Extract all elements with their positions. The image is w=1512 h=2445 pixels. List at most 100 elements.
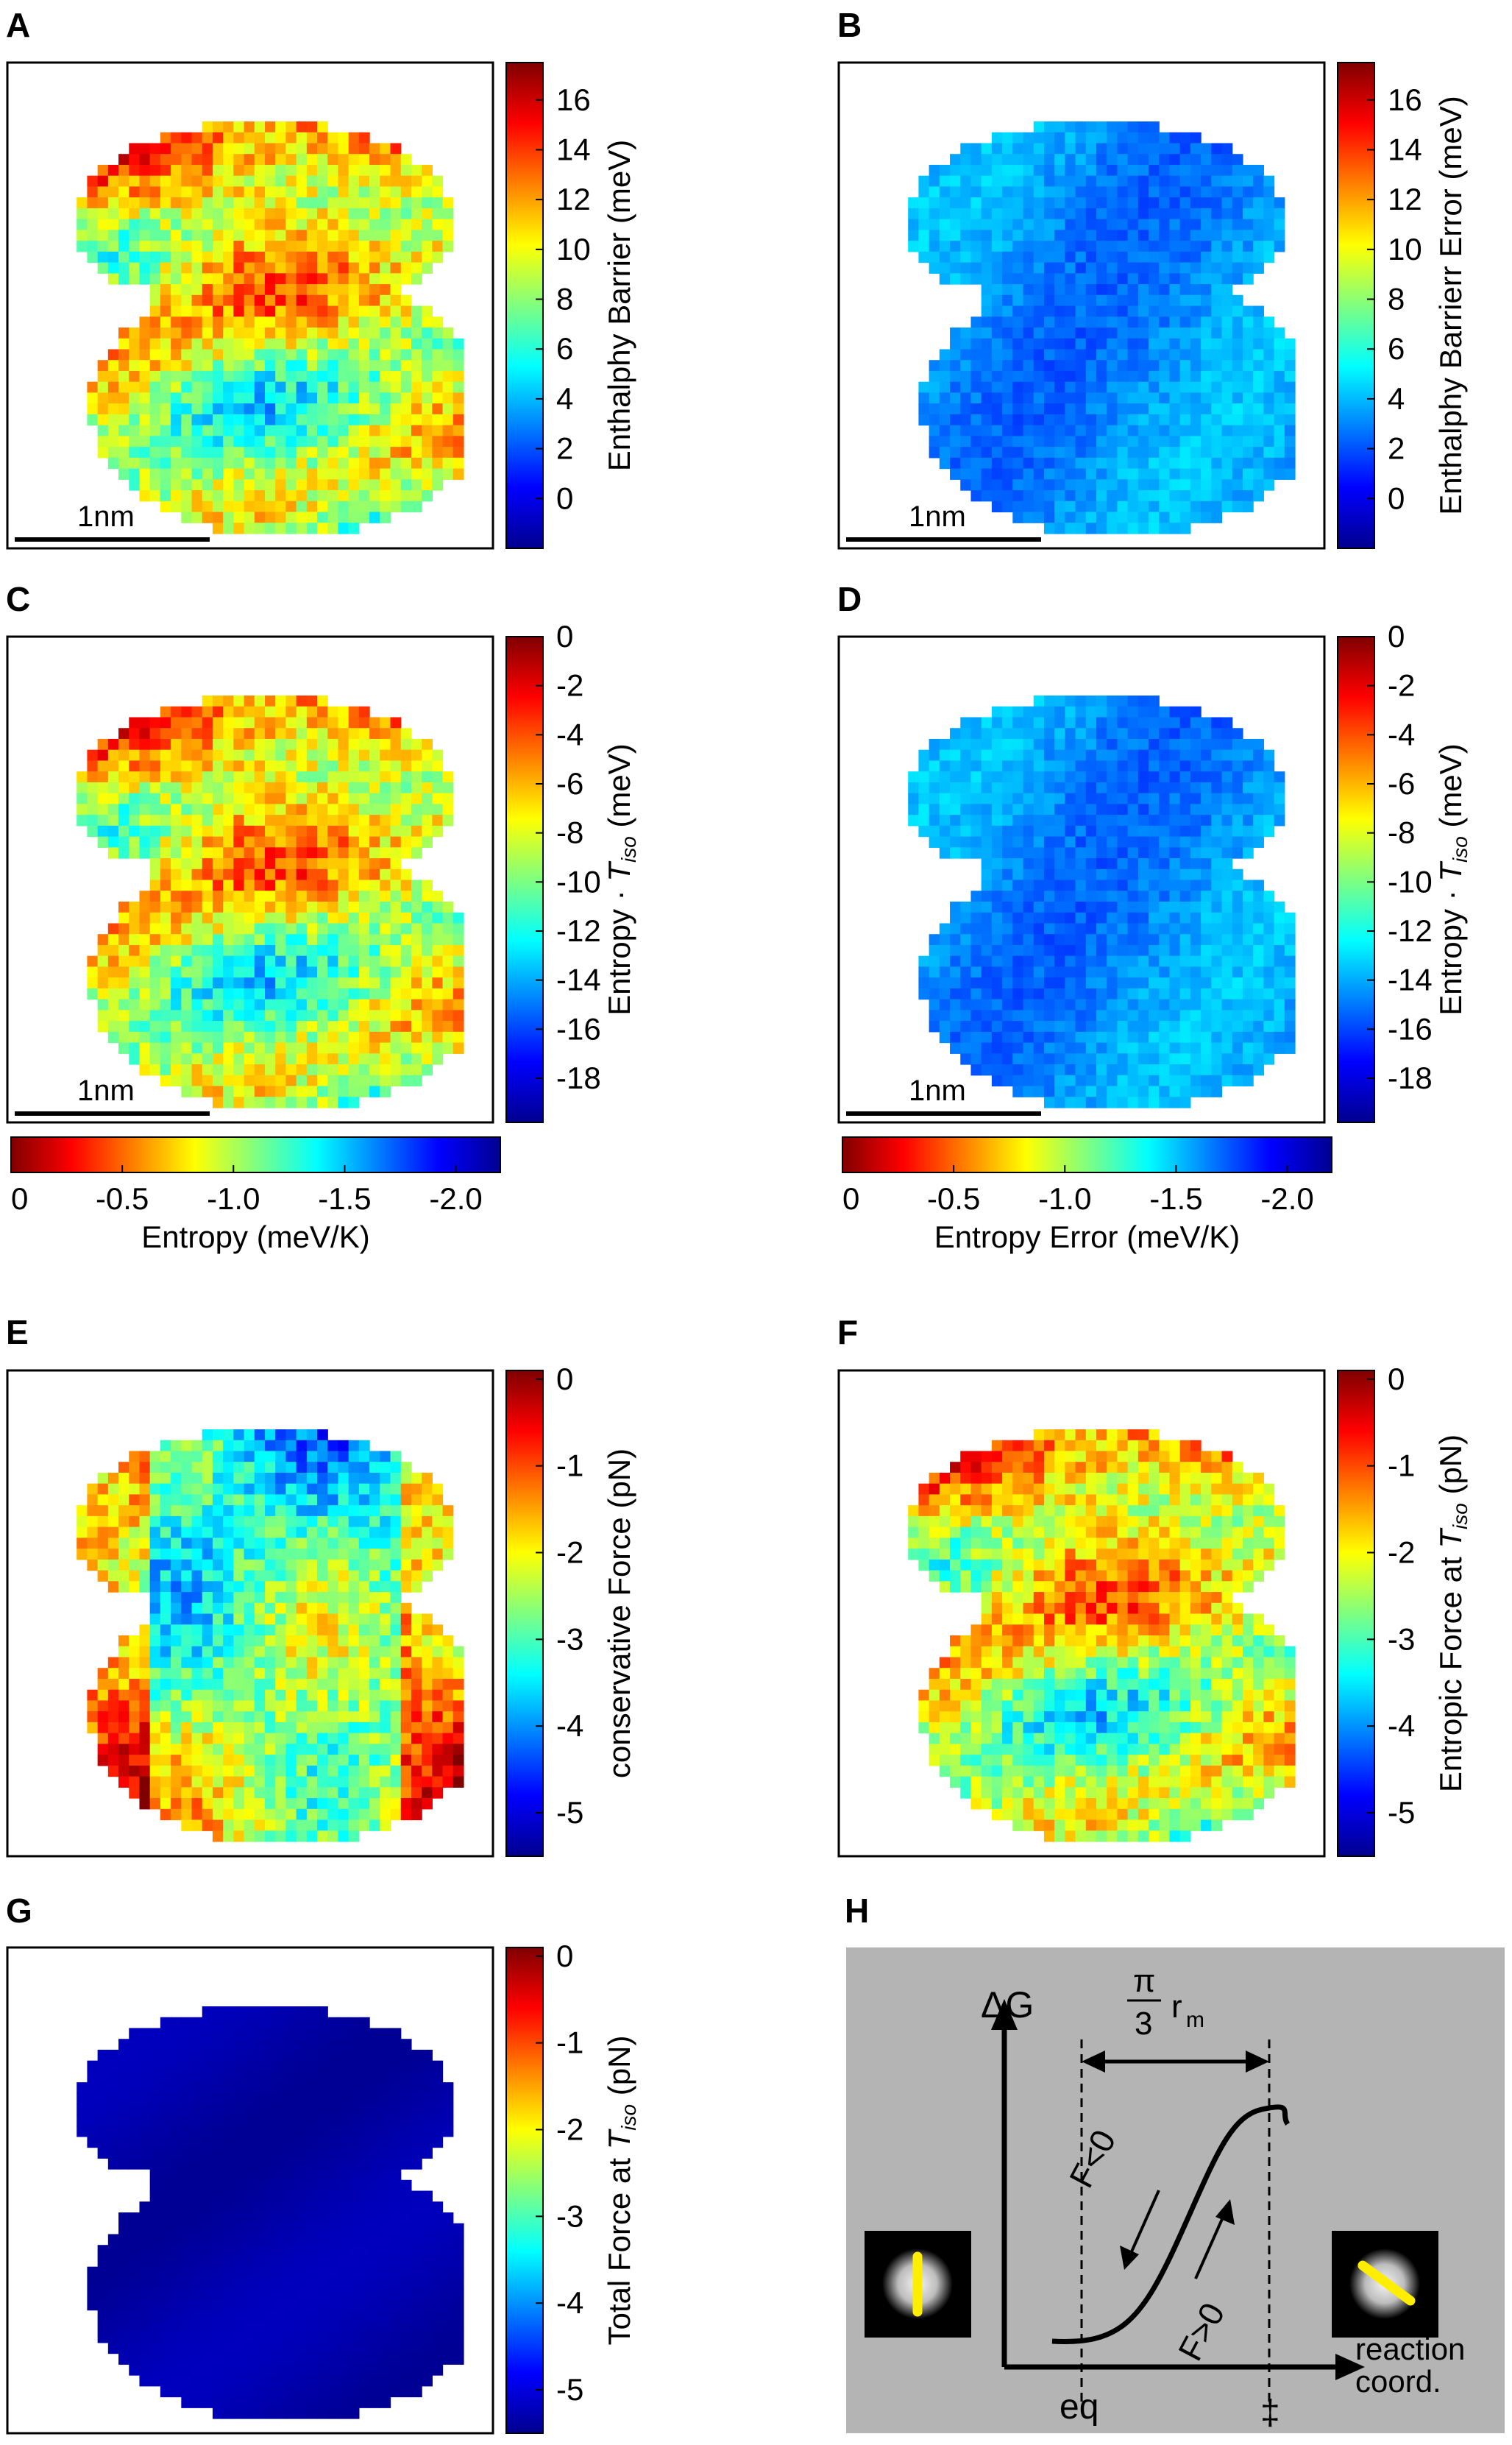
heatmap-cell: [317, 414, 328, 426]
heatmap-cell: [181, 230, 193, 241]
heatmap-cell: [348, 479, 360, 491]
heatmap-cell: [1242, 468, 1254, 480]
heatmap-cell: [1179, 880, 1191, 891]
heatmap-cell: [1169, 912, 1181, 924]
heatmap-cell: [1263, 175, 1275, 188]
heatmap-cell: [422, 988, 433, 1000]
heatmap-cell: [981, 891, 993, 902]
heatmap-cell: [991, 273, 1003, 285]
heatmap-cell: [1117, 262, 1129, 274]
heatmap-cell: [1096, 479, 1107, 491]
heatmap-cell: [317, 977, 328, 989]
heatmap-cell: [411, 219, 422, 230]
heatmap-cell: [1085, 923, 1097, 935]
heatmap-cell: [171, 782, 182, 794]
heatmap-cell: [1117, 804, 1129, 815]
heatmap-cell: [1085, 1075, 1097, 1087]
heatmap-cell: [1127, 479, 1139, 491]
heatmap-cell: [411, 447, 422, 459]
heatmap-cell: [1263, 760, 1275, 772]
heatmap-cell: [1190, 825, 1202, 838]
heatmap-cell: [275, 912, 287, 924]
heatmap-cell: [1117, 457, 1129, 470]
heatmap-cell: [1023, 782, 1034, 794]
heatmap-cell: [233, 923, 245, 935]
heatmap-cell: [1043, 219, 1055, 230]
heatmap-cell: [1043, 338, 1055, 350]
heatmap-cell: [1284, 468, 1296, 480]
heatmap-cell: [107, 793, 119, 804]
heatmap-cell: [1075, 284, 1087, 296]
heatmap-cell: [107, 1765, 119, 1777]
heatmap-cell: [1242, 436, 1254, 447]
heatmap-cell: [1201, 1064, 1212, 1076]
heatmap-cell: [107, 1549, 119, 1560]
heatmap-cell: [1085, 262, 1097, 274]
heatmap-cell: [107, 262, 119, 274]
heatmap-cell: [265, 132, 276, 144]
heatmap-cell: [181, 738, 193, 751]
heatmap-cell: [160, 1075, 171, 1087]
heatmap-cell: [191, 1064, 203, 1076]
heatmap-cell: [223, 186, 234, 198]
heatmap-cell: [1085, 284, 1097, 296]
heatmap-cell: [87, 381, 99, 394]
heatmap-cell: [118, 241, 129, 252]
heatmap-cell: [181, 392, 193, 404]
heatmap-cell: [411, 782, 422, 794]
heatmap-cell: [118, 1559, 129, 1571]
heatmap-cell: [1096, 512, 1107, 523]
heatmap-cell: [1169, 804, 1181, 815]
heatmap-cell: [1012, 847, 1024, 859]
heatmap-cell: [275, 1053, 287, 1065]
heatmap-cell: [411, 934, 422, 946]
heatmap-cell: [244, 966, 255, 978]
heatmap-cell: [97, 175, 109, 188]
heatmap-cell: [1043, 414, 1055, 426]
heatmap-cell: [212, 121, 224, 133]
heatmap-cell: [422, 392, 433, 404]
heatmap-cell: [1023, 858, 1034, 870]
heatmap-cell: [1117, 696, 1129, 707]
heatmap-cell: [1221, 825, 1233, 838]
heatmap-cell: [327, 208, 339, 220]
heatmap-cell: [97, 414, 109, 426]
heatmap-cell: [139, 392, 151, 404]
heatmap-cell: [87, 1505, 99, 1517]
heatmap-cell: [1159, 154, 1171, 166]
heatmap-cell: [118, 1494, 129, 1506]
heatmap-cell: [171, 760, 182, 772]
heatmap-cell: [1159, 241, 1171, 252]
heatmap-cell: [129, 230, 141, 241]
heatmap-cell: [1127, 186, 1139, 198]
heatmap-cell: [991, 457, 1003, 470]
heatmap-cell: [432, 1021, 444, 1033]
heatmap-cell: [1284, 349, 1296, 361]
heatmap-cell: [285, 479, 297, 491]
heatmap-cell: [1085, 717, 1097, 729]
heatmap-cell: [1054, 977, 1065, 989]
heatmap-cell: [1012, 230, 1024, 241]
heatmap-cell: [1117, 468, 1129, 480]
heatmap-cell: [1023, 738, 1034, 751]
heatmap-cell: [348, 793, 360, 804]
heatmap-cell: [348, 457, 360, 470]
heatmap-cell: [1190, 902, 1202, 913]
heatmap-cell: [1075, 316, 1087, 328]
heatmap-cell: [348, 425, 360, 436]
heatmap-cell: [327, 891, 339, 902]
heatmap-cell: [1127, 284, 1139, 296]
heatmap-cell: [244, 132, 255, 144]
heatmap-cell: [223, 436, 234, 447]
heatmap-cell: [129, 966, 141, 978]
heatmap-cell: [118, 338, 129, 350]
heatmap-cell: [1159, 175, 1171, 188]
heatmap-cell: [1263, 891, 1275, 902]
heatmap-cell: [1023, 154, 1034, 166]
heatmap-cell: [442, 349, 454, 361]
heatmap-cell: [970, 251, 982, 263]
heatmap-cell: [1274, 197, 1285, 209]
heatmap-cell: [1179, 836, 1191, 848]
heatmap-cell: [422, 241, 433, 252]
heatmap-cell: [1043, 164, 1055, 177]
